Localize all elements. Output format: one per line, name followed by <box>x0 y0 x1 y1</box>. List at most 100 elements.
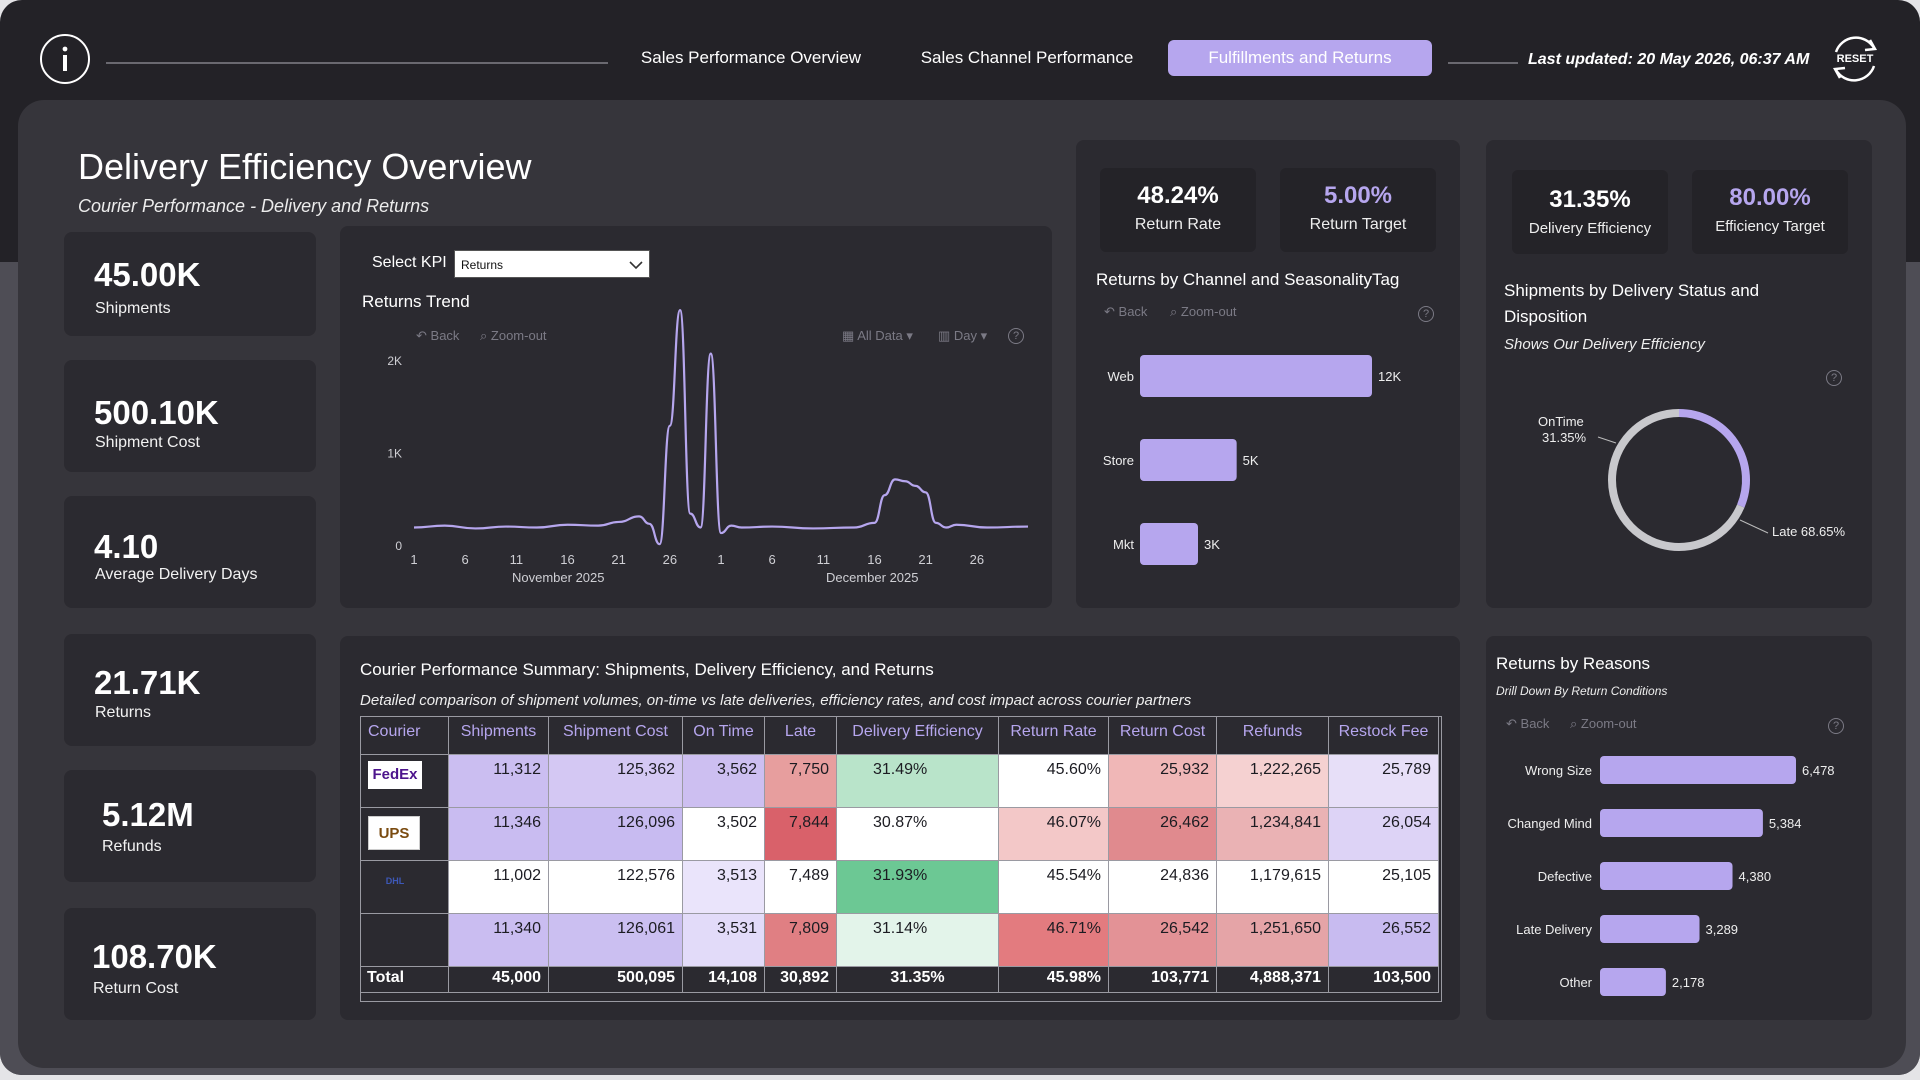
tab-sales-performance[interactable]: Sales Performance Overview <box>640 48 862 67</box>
courier-table-subtitle: Detailed comparison of shipment volumes,… <box>360 692 1192 709</box>
table-cell: 3,513 <box>683 861 765 914</box>
table-cell: 31.93% <box>837 861 999 914</box>
zoom-out-button[interactable]: ⌕ Zoom-out <box>1170 304 1237 320</box>
channel-category-label: Mkt <box>1113 537 1134 552</box>
table-cell: 1,251,650 <box>1217 914 1329 967</box>
zoom-label: Zoom-out <box>490 328 547 343</box>
table-cell: 125,362 <box>549 755 683 808</box>
x-tick-label: 1 <box>410 552 417 567</box>
fedex-logo: FedEx <box>368 761 422 789</box>
kpi-value: 500.10K <box>94 394 219 431</box>
column-header[interactable]: Restock Fee <box>1329 717 1439 755</box>
day-dropdown[interactable]: ▥ Day ▾ <box>938 328 988 343</box>
table-row-logo-cell <box>361 914 449 967</box>
trend-chart-title: Returns Trend <box>362 292 470 311</box>
table-cell: 7,489 <box>765 861 837 914</box>
help-icon[interactable]: ? <box>1826 370 1842 386</box>
table-total-cell: 103,771 <box>1109 967 1217 993</box>
column-header[interactable]: Refunds <box>1217 717 1329 755</box>
kpi-select-dropdown[interactable]: Returns <box>454 250 650 278</box>
return-reasons-card: Returns by Reasons Drill Down By Return … <box>1486 636 1872 1020</box>
help-icon[interactable]: ? <box>1008 328 1024 344</box>
column-header[interactable]: Shipment Cost <box>549 717 683 755</box>
kpi-label: Returns <box>95 704 152 721</box>
help-icon[interactable]: ? <box>1418 306 1434 322</box>
table-total-cell: 45,000 <box>449 967 549 993</box>
column-header[interactable]: Courier <box>361 717 449 755</box>
table-cell: 7,809 <box>765 914 837 967</box>
table-cell: 126,096 <box>549 808 683 861</box>
reason-data-label: 2,178 <box>1672 975 1705 990</box>
back-label: Back <box>430 328 460 343</box>
select-kpi-label: Select KPI <box>372 254 447 271</box>
return-reasons-chart[interactable]: Wrong Size 6,478 Changed Mind 5,384 Defectiv… <box>1486 636 1872 1020</box>
kpi-card-avg-delivery-days: 4.10 Average Delivery Days <box>64 496 316 608</box>
table-cell: 11,312 <box>449 755 549 808</box>
tab-fulfillments-returns[interactable]: Fulfillments and Returns <box>1168 40 1432 76</box>
info-icon <box>62 46 68 71</box>
kpi-value: 4.10 <box>94 528 159 565</box>
y-tick-label: 0 <box>395 539 402 553</box>
info-button[interactable] <box>40 34 90 84</box>
table-total-cell: 45.98% <box>999 967 1109 993</box>
x-tick-label: 26 <box>970 552 984 567</box>
table-cell: 45.60% <box>999 755 1109 808</box>
courier-summary-card: Courier Performance Summary: Shipments, … <box>340 636 1460 1020</box>
delivery-efficiency-value: 31.35% <box>1549 186 1631 213</box>
reason-bar <box>1600 862 1733 890</box>
kpi-card-returns: 21.71K Returns <box>64 634 316 746</box>
channel-data-label: 3K <box>1204 537 1220 552</box>
table-cell: 24,836 <box>1109 861 1217 914</box>
x-tick-label: 6 <box>769 552 776 567</box>
table-cell: 31.49% <box>837 755 999 808</box>
back-button[interactable]: ↶ Back <box>416 328 459 344</box>
table-cell: 1,179,615 <box>1217 861 1329 914</box>
reason-bar <box>1600 968 1666 996</box>
zoom-icon: ⌕ <box>1570 716 1578 731</box>
reason-data-label: 5,384 <box>1769 816 1802 831</box>
column-header[interactable]: Shipments <box>449 717 549 755</box>
delivery-efficiency-tile: 31.35% Delivery Efficiency <box>1512 170 1668 254</box>
return-rate-label: Return Rate <box>1134 216 1222 233</box>
zoom-label: Zoom-out <box>1580 716 1637 731</box>
column-header[interactable]: Late <box>765 717 837 755</box>
kpi-card-shipment-cost: 500.10K Shipment Cost <box>64 360 316 472</box>
column-header[interactable]: Return Cost <box>1109 717 1217 755</box>
kpi-card-shipments: 45.00K Shipments <box>64 232 316 336</box>
returns-channel-chart[interactable]: Web 12K Store 5K Mkt 3K <box>1076 140 1460 608</box>
all-data-dropdown[interactable]: ▦ All Data ▾ <box>842 328 913 343</box>
channel-bar <box>1140 355 1372 397</box>
returns-trend-line <box>413 309 1029 546</box>
back-button[interactable]: ↶ Back <box>1506 716 1549 732</box>
reset-button[interactable]: RESET <box>1826 30 1884 88</box>
ups-logo: UPS <box>368 816 420 850</box>
x-tick-label: 1 <box>717 552 724 567</box>
table-cell: 7,750 <box>765 755 837 808</box>
table-cell: 11,346 <box>449 808 549 861</box>
table-row-logo-cell: DHL <box>361 861 449 914</box>
kpi-value: 45.00K <box>94 256 201 293</box>
back-button[interactable]: ↶ Back <box>1104 304 1147 320</box>
last-updated: Last updated: 20 May 2026, 06:37 AM <box>1528 51 1810 68</box>
efficiency-target-value: 80.00% <box>1729 184 1811 211</box>
kpi-card-return-cost: 108.70K Return Cost <box>64 908 316 1020</box>
donut-late-label: Late 68.65% <box>1772 524 1846 539</box>
column-header[interactable]: Delivery Efficiency <box>837 717 999 755</box>
donut-ontime-label: OnTime <box>1538 414 1584 429</box>
return-target-value: 5.00% <box>1323 182 1393 209</box>
column-header[interactable]: Return Rate <box>999 717 1109 755</box>
channel-category-label: Web <box>1108 369 1135 384</box>
help-icon[interactable]: ? <box>1828 718 1844 734</box>
zoom-out-button[interactable]: ⌕ Zoom-out <box>1570 716 1637 732</box>
donut-slice-ontime <box>1678 409 1750 508</box>
column-header[interactable]: On Time <box>683 717 765 755</box>
tab-sales-channel[interactable]: Sales Channel Performance <box>920 48 1134 67</box>
channel-bar <box>1140 523 1198 565</box>
channel-category-label: Store <box>1103 453 1134 468</box>
zoom-out-button[interactable]: ⌕ Zoom-out <box>480 328 547 344</box>
reason-category-label: Changed Mind <box>1507 816 1592 831</box>
reset-icon <box>1832 36 1878 82</box>
delivery-status-donut[interactable] <box>1486 140 1872 608</box>
reason-data-label: 4,380 <box>1739 869 1772 884</box>
